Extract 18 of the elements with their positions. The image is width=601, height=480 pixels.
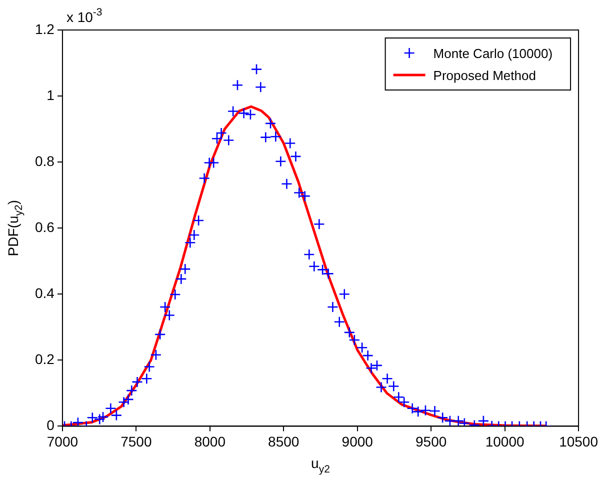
legend-label: Monte Carlo (10000) (433, 46, 553, 61)
y-tick-label: 0.6 (34, 218, 55, 235)
legend-label: Proposed Method (433, 68, 536, 83)
y-tick-label: 1.2 (34, 20, 55, 37)
x-tick-label: 10500 (559, 433, 598, 450)
x-tick-label: 8500 (268, 433, 300, 450)
y-tick-label: 0.4 (34, 284, 55, 301)
y-tick-label: 0.2 (34, 351, 55, 368)
y-tick-label: 1 (46, 86, 55, 103)
y-axis-title: PDF(uy2) (5, 200, 26, 256)
x-tick-label: 7500 (120, 433, 152, 450)
y-tick-label: 0.8 (34, 152, 55, 169)
x-tick-label: 10000 (485, 433, 524, 450)
x-tick-label: 7000 (46, 433, 78, 450)
x-tick-label: 9500 (416, 433, 447, 450)
x-tick-label: 8000 (194, 433, 226, 450)
x-tick-label: 9000 (342, 433, 374, 450)
y-tick-label: 0 (46, 417, 55, 434)
